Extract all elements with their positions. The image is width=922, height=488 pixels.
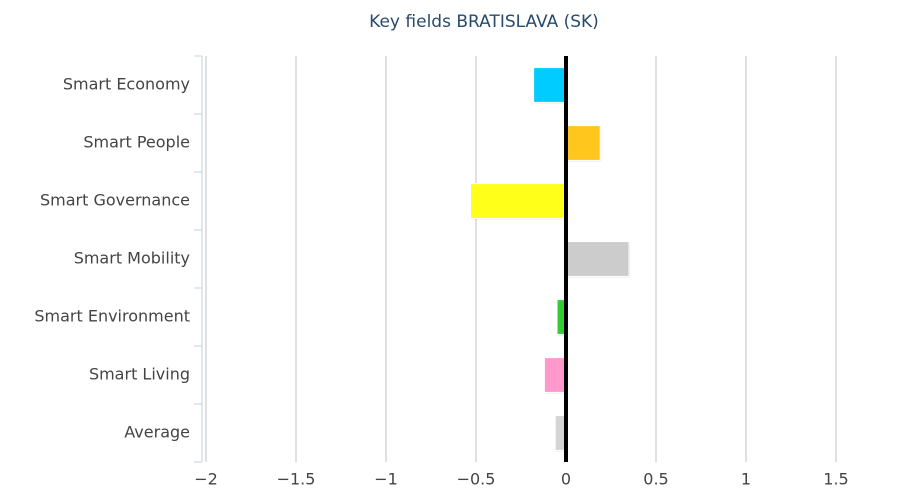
y-tick-label: Smart People	[83, 133, 190, 152]
x-tick-label: −1	[374, 470, 398, 488]
chart-title: Key fields BRATISLAVA (SK)	[369, 12, 599, 32]
x-tick-label: 1	[741, 470, 751, 488]
y-tick-label: Average	[124, 423, 190, 442]
x-tick-label: −2	[194, 470, 218, 488]
bar	[565, 125, 601, 161]
x-tick-label: −1.5	[277, 470, 316, 488]
x-tick-label: 0.5	[643, 470, 668, 488]
x-tick-label: 1.5	[823, 470, 848, 488]
bar	[543, 357, 567, 393]
bar	[565, 241, 630, 277]
bar	[533, 67, 567, 103]
x-tick-label: −0.5	[457, 470, 496, 488]
y-tick-label: Smart Governance	[40, 191, 190, 210]
y-tick-label: Smart Environment	[34, 307, 190, 326]
y-tick-label: Smart Mobility	[74, 249, 190, 268]
x-tick-label: 0	[561, 470, 571, 488]
y-tick-label: Smart Living	[89, 365, 190, 384]
bar	[470, 183, 567, 219]
y-tick-label: Smart Economy	[63, 75, 190, 94]
